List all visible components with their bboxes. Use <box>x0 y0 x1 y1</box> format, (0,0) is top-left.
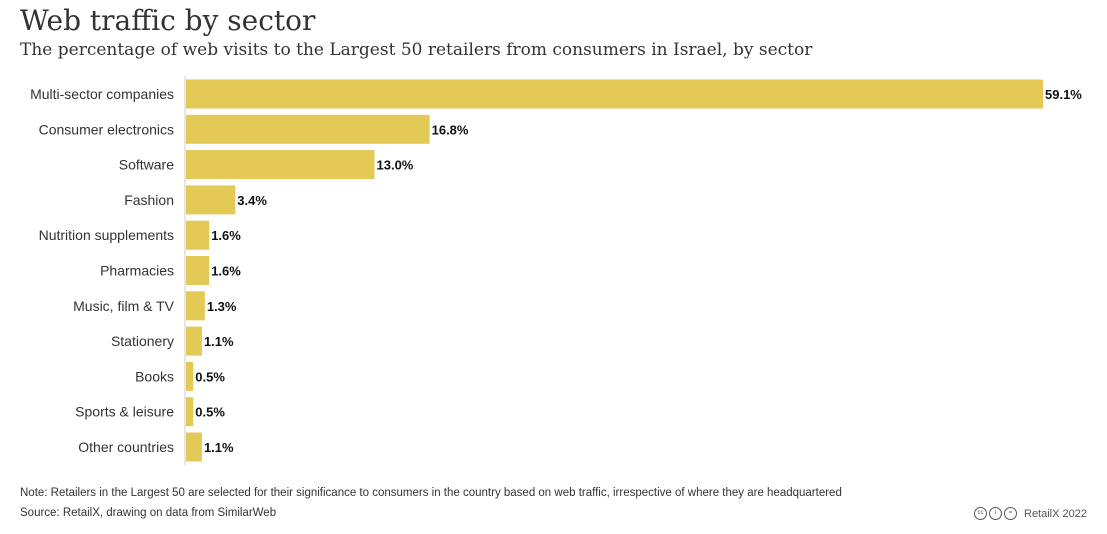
value-label: 59.1% <box>1045 87 1082 102</box>
by-icon: i <box>989 507 1002 520</box>
value-label: 3.4% <box>237 193 267 208</box>
category-label: Multi-sector companies <box>30 86 174 102</box>
bar <box>186 397 194 427</box>
value-label: 16.8% <box>432 122 469 137</box>
value-label: 1.1% <box>204 334 234 349</box>
value-label: 1.1% <box>204 440 234 455</box>
bar <box>186 326 202 356</box>
value-label: 1.6% <box>211 264 241 279</box>
bar <box>186 220 210 250</box>
bar <box>186 361 194 391</box>
chart-source: Source: RetailX, drawing on data from Si… <box>20 507 277 519</box>
value-label: 1.3% <box>207 299 237 314</box>
category-label: Music, film & TV <box>73 298 175 314</box>
category-label: Other countries <box>78 439 174 455</box>
category-label: Books <box>135 368 174 384</box>
chart-title: Web traffic by sector <box>20 4 316 37</box>
bar <box>186 185 236 215</box>
bar <box>186 150 375 180</box>
category-label: Stationery <box>111 333 174 349</box>
bar <box>186 432 202 462</box>
category-label: Consumer electronics <box>39 121 174 137</box>
category-label: Sports & leisure <box>75 404 174 420</box>
brand-label: RetailX 2022 <box>1024 507 1087 520</box>
category-label: Pharmacies <box>100 263 174 279</box>
category-label: Software <box>119 157 174 173</box>
value-label: 1.6% <box>211 228 241 243</box>
bar <box>186 79 1043 109</box>
bar <box>186 114 430 144</box>
value-label: 0.5% <box>195 405 225 420</box>
bar <box>186 291 205 321</box>
category-label: Nutrition supplements <box>39 227 174 243</box>
bar <box>186 256 210 285</box>
chart-subtitle: The percentage of web visits to the Larg… <box>20 40 813 60</box>
chart-note: Note: Retailers in the Largest 50 are se… <box>20 487 842 499</box>
category-label: Fashion <box>124 192 174 208</box>
license-footer: cc i = RetailX 2022 <box>974 507 1087 520</box>
cc-icon: cc <box>974 507 987 520</box>
value-label: 0.5% <box>195 369 225 384</box>
value-label: 13.0% <box>377 158 414 173</box>
nd-icon: = <box>1004 507 1017 520</box>
